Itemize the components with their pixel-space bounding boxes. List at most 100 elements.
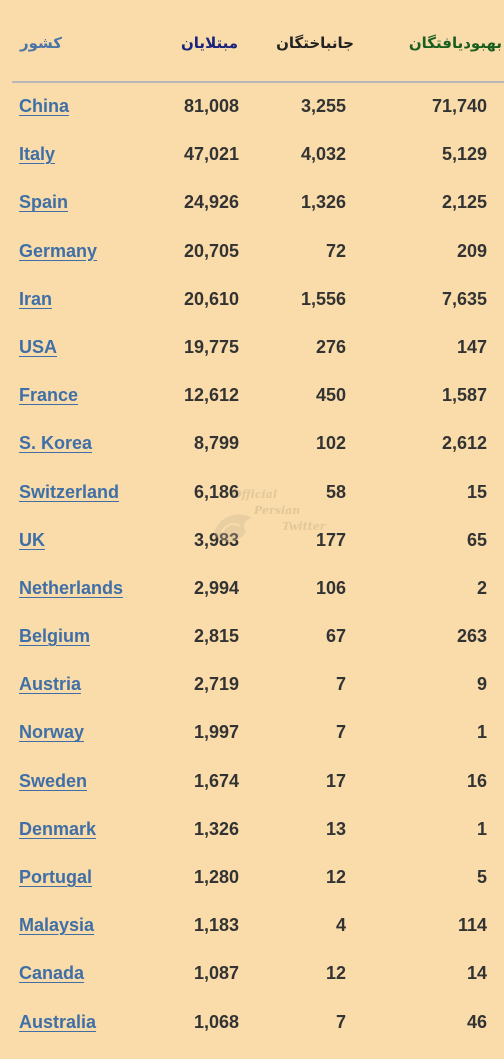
recovered-cell: 14 [466,963,487,984]
table-row: Netherlands 2,994 106 2 [0,565,504,613]
header-deaths: جانباختگان [276,34,354,52]
recovered-cell: 5,129 [441,144,487,165]
table-row: Belgium 2,815 67 263 [0,613,504,661]
infected-cell: 2,815 [193,626,239,647]
deaths-cell: 13 [325,818,346,839]
country-link[interactable]: Malaysia [19,915,95,936]
deaths-cell: 1,556 [300,288,346,309]
header-country: کشور [19,34,62,52]
table-row: UK 3,983 177 65 [0,517,504,565]
recovered-cell: 5 [476,867,487,887]
infected-cell: 20,610 [183,288,239,309]
deaths-cell: 4 [335,915,346,936]
table-row: Denmark 1,326 13 1 [0,806,504,854]
infected-cell: 1,326 [193,818,239,839]
country-link[interactable]: France [19,385,79,406]
infected-cell: 6,186 [193,481,239,502]
country-link[interactable]: Austria [19,674,82,695]
table-row: Austria 2,719 7 9 [0,661,504,709]
country-link[interactable]: China [19,96,70,116]
country-link[interactable]: Switzerland [19,481,120,502]
deaths-cell: 450 [315,385,346,406]
infected-cell: 1,997 [193,722,239,743]
deaths-cell: 58 [325,481,346,502]
table-row: Norway 1,997 7 1 [0,709,504,757]
country-link[interactable]: S. Korea [19,433,93,454]
country-link[interactable]: Canada [19,963,85,984]
infected-cell: 1,183 [193,915,239,936]
deaths-cell: 7 [335,1011,346,1032]
country-link[interactable]: UK [19,529,45,550]
table-row: Iran 20,610 1,556 7,635 [0,276,504,324]
deaths-cell: 7 [335,722,346,743]
table-row: USA 19,775 276 147 [0,324,504,372]
recovered-cell: 1 [476,722,487,743]
infected-cell: 1,068 [193,1011,239,1032]
recovered-cell: 2 [476,577,487,598]
table-row: S. Korea 8,799 102 2,612 [0,420,504,468]
deaths-cell: 7 [335,674,346,695]
header-recovered: بهبودیافتگان [408,34,502,52]
deaths-cell: 12 [325,867,346,887]
recovered-cell: 147 [456,336,487,357]
infected-cell: 20,705 [183,240,239,261]
country-link[interactable]: Germany [19,240,98,261]
recovered-cell: 263 [456,626,487,647]
recovered-cell: 1 [476,818,487,839]
infected-cell: 1,674 [193,770,239,791]
recovered-cell: 46 [466,1011,487,1032]
infected-cell: 8,799 [193,433,239,454]
infected-cell: 81,008 [183,96,239,116]
recovered-cell: 1,587 [441,385,487,406]
table-row: Switzerland 6,186 58 15 [0,469,504,517]
recovered-cell: 9 [476,674,487,695]
recovered-cell: 2,125 [441,192,487,213]
country-link[interactable]: Belgium [19,626,91,647]
table-row: Spain 24,926 1,326 2,125 [0,179,504,227]
deaths-cell: 4,032 [300,144,346,165]
infected-cell: 12,612 [183,385,239,406]
recovered-cell: 65 [466,529,487,550]
recovered-cell: 15 [466,481,487,502]
infected-cell: 1,280 [193,867,239,887]
deaths-cell: 67 [325,626,346,647]
table-row: Malaysia 1,183 4 114 [0,902,504,950]
table-row: Portugal 1,280 12 5 [0,854,504,902]
recovered-cell: 7,635 [441,288,487,309]
recovered-cell: 16 [466,770,487,791]
deaths-cell: 177 [315,529,346,550]
recovered-cell: 2,612 [441,433,487,454]
table-row: Sweden 1,674 17 16 [0,758,504,806]
recovered-cell: 114 [457,915,487,936]
country-link[interactable]: Denmark [19,818,97,839]
header-infected: مبتلایان [181,34,238,52]
table-body: China 81,008 3,255 71,740 Italy 47,021 4,032 5,… [0,83,504,1047]
deaths-cell: 17 [325,770,346,791]
country-link[interactable]: Italy [19,144,56,165]
deaths-cell: 12 [325,963,346,984]
deaths-cell: 276 [315,336,346,357]
infected-cell: 3,983 [193,529,239,550]
country-link[interactable]: Iran [19,288,53,309]
country-link[interactable]: Spain [19,192,69,213]
table-row: Italy 47,021 4,032 5,129 [0,131,504,179]
country-link[interactable]: USA [19,336,58,357]
table-row: France 12,612 450 1,587 [0,372,504,420]
country-link[interactable]: Norway [19,722,85,743]
infected-cell: 1,087 [193,963,239,984]
infected-cell: 2,719 [193,674,239,695]
deaths-cell: 72 [325,240,346,261]
table-row: Canada 1,087 12 14 [0,950,504,998]
table-header: کشور مبتلایان جانباختگان بهبودیافتگان [0,0,504,82]
country-link[interactable]: Netherlands [19,577,124,598]
infected-cell: 19,775 [183,336,239,357]
recovered-cell: 209 [456,240,487,261]
infected-cell: 24,926 [183,192,239,213]
country-link[interactable]: Portugal [19,867,93,887]
table-row: Germany 20,705 72 209 [0,228,504,276]
deaths-cell: 1,326 [300,192,346,213]
infected-cell: 2,994 [193,577,239,598]
country-link[interactable]: Australia [19,1011,97,1032]
country-link[interactable]: Sweden [19,770,88,791]
